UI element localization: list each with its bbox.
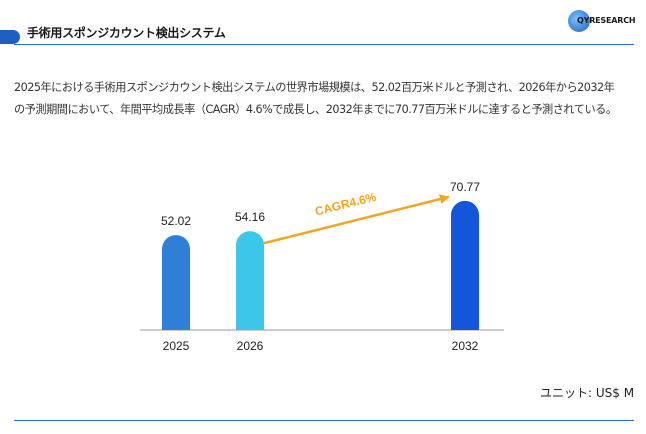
cagr-arrow-head xyxy=(439,194,449,204)
header-divider xyxy=(14,44,634,45)
value-label-2025: 52.02 xyxy=(161,214,191,228)
qyresearch-logo: QYRESEARCH xyxy=(568,8,638,38)
value-label-2026: 54.16 xyxy=(235,210,265,224)
logo-globe-icon xyxy=(568,10,590,32)
footer-divider xyxy=(14,420,634,421)
header-accent-tab xyxy=(0,30,20,44)
x-tick-label-2026: 2026 xyxy=(237,339,264,353)
page-title: 手術用スポンジカウント検出システム xyxy=(27,26,226,40)
bar-2025 xyxy=(162,235,191,330)
value-label-2032: 70.77 xyxy=(450,180,480,194)
unit-label: ユニット: US$ M xyxy=(540,386,635,400)
logo-text: QYRESEARCH xyxy=(577,16,636,25)
cagr-annotation-label: CAGR4.6% xyxy=(313,190,378,219)
cagr-arrow-line xyxy=(263,195,450,245)
bar-2032 xyxy=(451,200,479,330)
header: 手術用スポンジカウント検出システム QYRESEARCH xyxy=(0,0,646,50)
x-tick-label-2025: 2025 xyxy=(163,339,190,353)
market-summary-text: 2025年における手術用スポンジカウント検出システムの世界市場規模は、52.02… xyxy=(14,81,617,116)
x-tick-label-2032: 2032 xyxy=(452,339,479,353)
bar-2026 xyxy=(236,231,264,330)
